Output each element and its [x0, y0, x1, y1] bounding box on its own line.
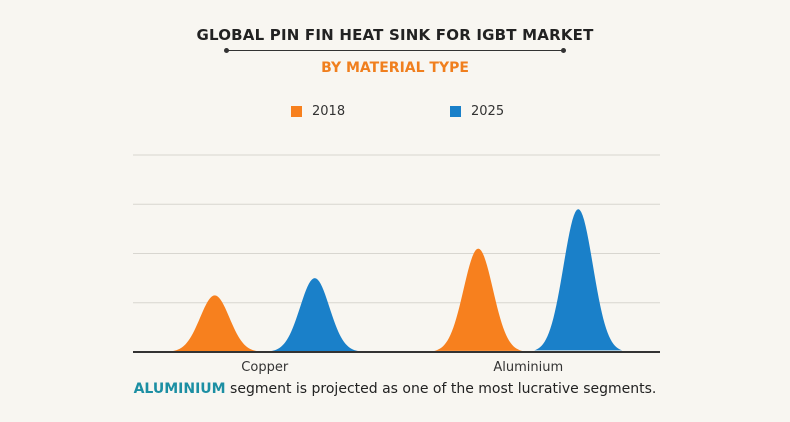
- footnote-text: segment is projected as one of the most …: [225, 381, 657, 397]
- chart-title: GLOBAL PIN FIN HEAT SINK FOR IGBT MARKET: [196, 26, 594, 44]
- x-tick-label-copper: Copper: [241, 360, 289, 375]
- chart-subtitle: BY MATERIAL TYPE: [321, 60, 469, 76]
- title-divider-left-dot: [224, 48, 229, 53]
- chart-footnote: ALUMINIUM segment is projected as one of…: [0, 381, 790, 397]
- peak-2018-aluminium: [434, 248, 523, 351]
- peak-2025-aluminium: [534, 209, 623, 351]
- legend-item-2018: 2018: [291, 103, 345, 119]
- legend-item-2025: 2025: [450, 103, 504, 119]
- x-tick-label-aluminium: Aluminium: [493, 360, 563, 375]
- title-divider-right-dot: [561, 48, 566, 53]
- legend-label-2025: 2025: [471, 103, 505, 119]
- peak-2025-copper: [270, 278, 359, 352]
- legend-label-2018: 2018: [312, 103, 346, 119]
- title-divider: [226, 50, 564, 51]
- legend-swatch-2025: [450, 105, 461, 117]
- footnote-highlight: ALUMINIUM: [133, 381, 226, 397]
- legend-swatch-2018: [291, 105, 302, 117]
- peak-2018-copper: [170, 295, 259, 352]
